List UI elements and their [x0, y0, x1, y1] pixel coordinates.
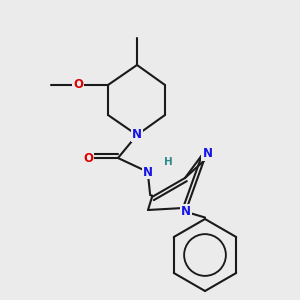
Text: O: O: [83, 152, 93, 164]
Text: N: N: [132, 128, 142, 142]
Text: N: N: [181, 205, 191, 218]
Text: N: N: [202, 147, 212, 160]
Text: N: N: [143, 166, 153, 178]
Text: H: H: [164, 157, 172, 167]
Text: O: O: [73, 79, 83, 92]
